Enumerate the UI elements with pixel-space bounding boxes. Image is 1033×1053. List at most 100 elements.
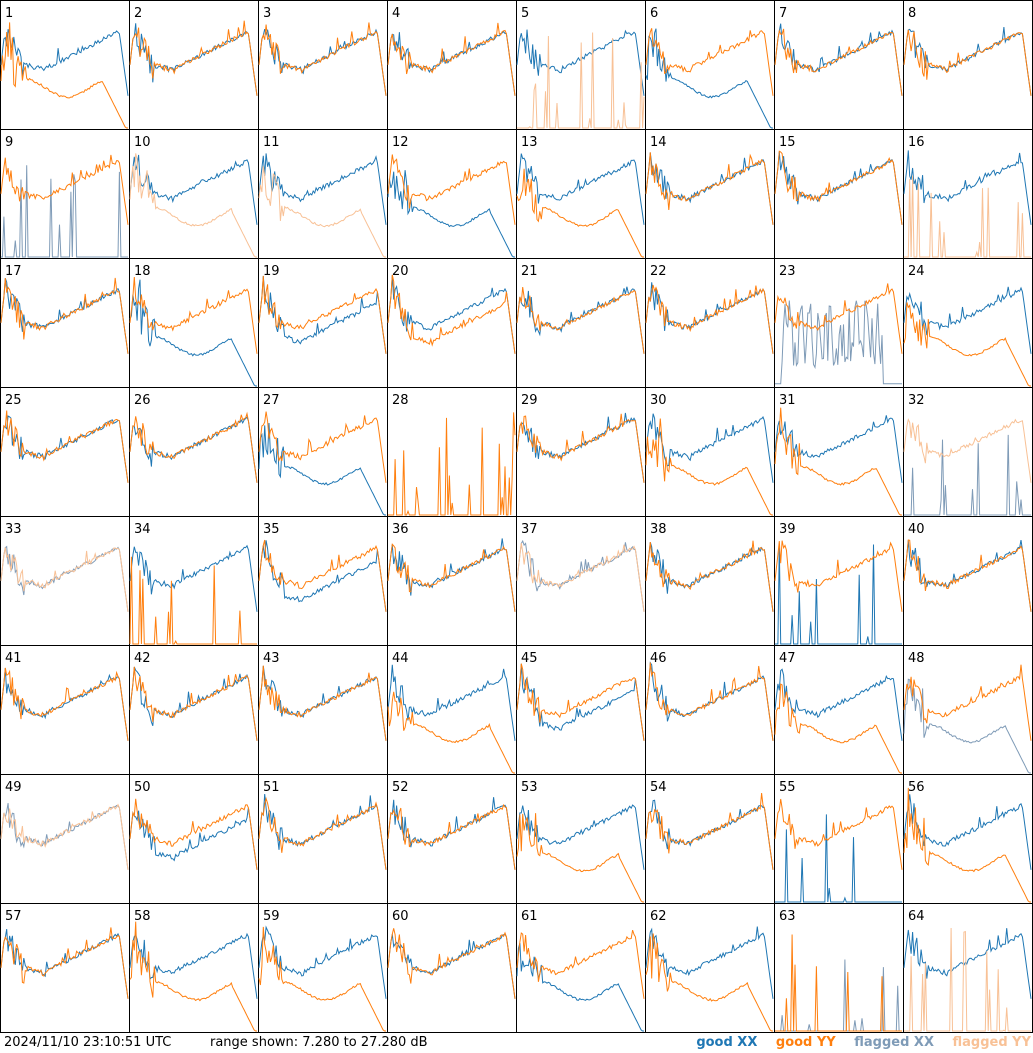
panel-label: 43: [263, 651, 280, 666]
series-xx: [258, 925, 387, 999]
series-yy: [387, 274, 516, 354]
series-yy: [645, 28, 774, 96]
series-xx: [0, 415, 129, 483]
panel-label: 60: [392, 909, 409, 924]
series-yy: [129, 666, 258, 741]
panel-frame: [645, 387, 775, 517]
legend-flagged-yy: flagged YY: [952, 1035, 1032, 1050]
panel-label: 47: [779, 651, 796, 666]
series-xx: [387, 664, 516, 741]
series-yy: [129, 153, 257, 258]
panel-label: 19: [263, 264, 280, 279]
series-yy: [0, 667, 129, 741]
panel-39: 39: [774, 516, 904, 646]
panel-label: 34: [134, 522, 151, 537]
panel-label: 30: [650, 393, 667, 408]
panel-label: 3: [263, 6, 271, 21]
panel-frame: [387, 0, 517, 130]
series-yy: [387, 154, 516, 225]
series-xx: [129, 807, 258, 870]
panel-label: 38: [650, 522, 667, 537]
panel-frame: [258, 129, 388, 259]
panel-frame: [387, 903, 517, 1033]
panel-26: 26: [129, 387, 259, 517]
panel-label: 13: [521, 135, 538, 150]
panel-label: 33: [5, 522, 22, 537]
panel-frame: [129, 0, 259, 130]
series-yy: [903, 664, 1032, 741]
panel-6: 6: [645, 0, 775, 130]
series-yy: [517, 32, 645, 129]
series-xx: [258, 28, 387, 96]
panel-label: 40: [908, 522, 925, 537]
panel-44: 44: [387, 645, 517, 775]
panel-label: 50: [134, 780, 151, 795]
panel-frame: [774, 0, 904, 130]
series-yy: [774, 150, 903, 225]
panel-16: 16: [903, 129, 1033, 259]
series-xx: [775, 300, 902, 385]
panel-frame: [0, 774, 130, 904]
series-xx: [516, 663, 645, 741]
panel-14: 14: [645, 129, 775, 259]
panel-55: 55: [774, 774, 904, 904]
panel-label: 4: [392, 6, 400, 21]
panel-label: 27: [263, 393, 280, 408]
panel-60: 60: [387, 903, 517, 1033]
panel-label: 54: [650, 780, 667, 795]
series-yy: [129, 556, 257, 645]
panel-15: 15: [774, 129, 904, 259]
series-yy: [516, 413, 645, 483]
panel-label: 20: [392, 264, 409, 279]
series-yy: [645, 933, 773, 1032]
series-yy: [258, 22, 387, 96]
panel-label: 2: [134, 6, 142, 21]
panel-label: 57: [5, 909, 22, 924]
panel-54: 54: [645, 774, 775, 904]
panel-label: 51: [263, 780, 280, 795]
panel-frame: [129, 903, 259, 1033]
series-xx: [645, 152, 774, 225]
series-yy: [258, 665, 387, 741]
series-yy: [774, 540, 903, 612]
series-yy: [388, 412, 516, 516]
panel-frame: [258, 0, 388, 130]
panel-20: 20: [387, 258, 517, 388]
series-yy: [903, 787, 1031, 903]
panel-label: 28: [392, 393, 409, 408]
panel-label: 10: [134, 135, 151, 150]
panel-frame: [774, 516, 904, 646]
panel-frame: [903, 645, 1033, 775]
series-xx: [774, 23, 903, 96]
panel-47: 47: [774, 645, 904, 775]
panel-label: 18: [134, 264, 151, 279]
panel-label: 16: [908, 135, 925, 150]
panel-frame: [516, 516, 646, 646]
footer: 2024/11/10 23:10:51 UTC range shown: 7.2…: [0, 1033, 1033, 1053]
series-yy: [258, 796, 387, 870]
series-yy: [774, 407, 902, 516]
series-yy: [775, 934, 902, 1032]
panel-19: 19: [258, 258, 388, 388]
series-yy: [774, 28, 903, 96]
legend-good-yy: good YY: [775, 1035, 836, 1050]
series-yy: [645, 662, 774, 741]
panel-56: 56: [903, 774, 1033, 904]
panel-frame: [0, 516, 130, 646]
series-xx: [129, 932, 258, 999]
series-xx: [258, 153, 387, 225]
panel-label: 17: [5, 264, 22, 279]
panel-label: 56: [908, 780, 925, 795]
panel-label: 32: [908, 393, 925, 408]
series-yy: [516, 929, 645, 999]
panel-label: 37: [521, 522, 538, 537]
panel-label: 49: [5, 780, 22, 795]
series-xx: [903, 150, 1032, 225]
panel-24: 24: [903, 258, 1033, 388]
series-yy: [0, 277, 129, 354]
panel-62: 62: [645, 903, 775, 1033]
series-yy: [0, 547, 129, 612]
panel-49: 49: [0, 774, 130, 904]
panel-label: 6: [650, 6, 658, 21]
series-xx: [645, 28, 773, 129]
